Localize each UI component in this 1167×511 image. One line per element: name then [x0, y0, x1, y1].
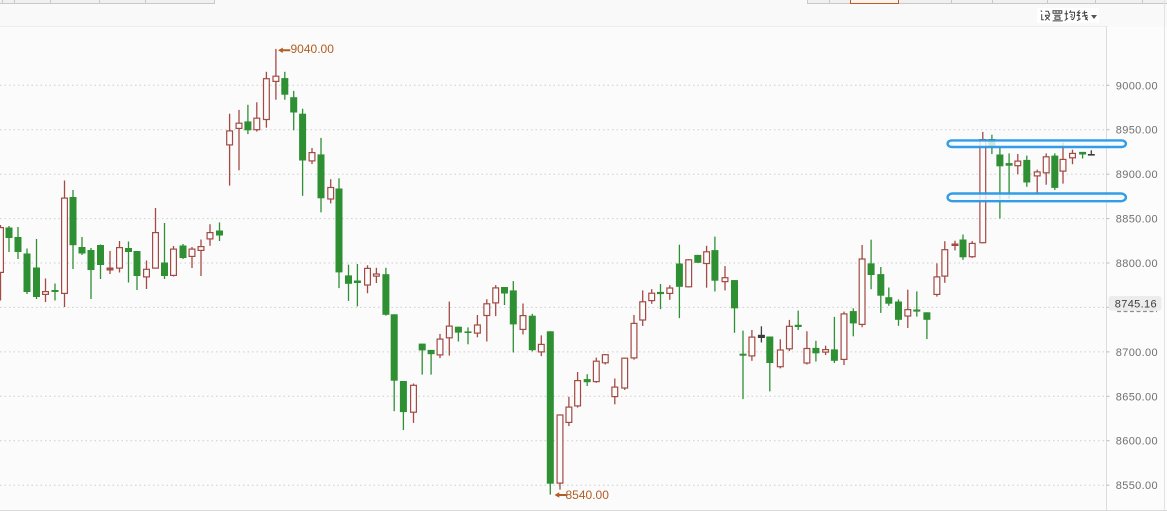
svg-text:8745.16: 8745.16 — [1115, 299, 1157, 311]
svg-text:9000.00: 9000.00 — [1116, 80, 1158, 92]
svg-text:8540.00: 8540.00 — [566, 488, 610, 502]
svg-text:8700.00: 8700.00 — [1116, 347, 1158, 359]
svg-text:8850.00: 8850.00 — [1116, 214, 1158, 226]
svg-text:9040.00: 9040.00 — [291, 42, 335, 56]
svg-text:8950.00: 8950.00 — [1116, 125, 1158, 137]
svg-text:8800.00: 8800.00 — [1116, 258, 1158, 270]
svg-text:8650.00: 8650.00 — [1116, 391, 1158, 403]
svg-text:8550.00: 8550.00 — [1116, 480, 1158, 492]
svg-text:8900.00: 8900.00 — [1116, 169, 1158, 181]
svg-text:8600.00: 8600.00 — [1116, 436, 1158, 448]
